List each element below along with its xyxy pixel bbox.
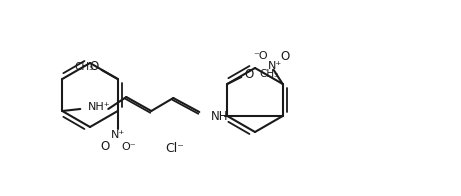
- Text: O⁻: O⁻: [121, 142, 136, 152]
- Text: CH₃: CH₃: [74, 62, 93, 72]
- Text: ⁻O: ⁻O: [254, 51, 268, 61]
- Text: NH: NH: [211, 110, 229, 122]
- Text: N⁺: N⁺: [111, 130, 125, 140]
- Text: CH₃: CH₃: [259, 69, 278, 79]
- Text: N⁺: N⁺: [267, 61, 282, 71]
- Text: O: O: [280, 50, 290, 63]
- Text: O: O: [100, 141, 109, 153]
- Text: O: O: [244, 67, 254, 81]
- Text: NH⁺: NH⁺: [89, 102, 111, 112]
- Text: O: O: [89, 61, 99, 74]
- Text: Cl⁻: Cl⁻: [165, 142, 184, 154]
